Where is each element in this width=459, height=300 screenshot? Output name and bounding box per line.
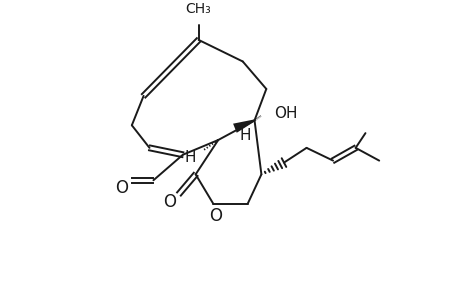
Text: O: O: [115, 179, 128, 197]
Text: CH₃: CH₃: [185, 2, 211, 16]
Text: O: O: [162, 193, 175, 211]
Text: OH: OH: [274, 106, 297, 121]
Polygon shape: [233, 119, 254, 133]
Text: H: H: [239, 128, 251, 142]
Text: H: H: [184, 150, 195, 165]
Text: O: O: [208, 207, 221, 225]
